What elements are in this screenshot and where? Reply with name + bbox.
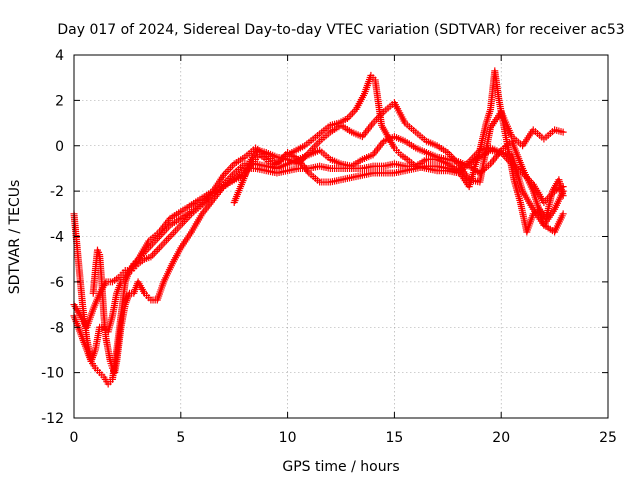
y-tick-label: -12 [41, 411, 64, 427]
axis-ticks [73, 54, 609, 419]
data-point [152, 247, 160, 255]
data-point [347, 111, 355, 119]
data-point [559, 210, 567, 218]
data-points [70, 67, 567, 388]
tick-labels: 0 5 10 15 20 25 -12 -10 -8 -6 -4 -2 0 2 4 [41, 48, 617, 446]
x-tick-label: 20 [492, 430, 510, 446]
y-tick-label: 2 [55, 93, 64, 109]
data-point [349, 109, 357, 117]
series-track-d [89, 99, 567, 377]
data-point [559, 128, 567, 136]
data-point [559, 192, 567, 200]
series-track-c [70, 133, 567, 331]
y-tick-label: 0 [55, 139, 64, 155]
x-tick-label: 10 [279, 430, 297, 446]
x-tick-label: 5 [176, 430, 185, 446]
y-tick-label: -10 [41, 366, 64, 382]
y-tick-label: -4 [50, 230, 64, 246]
chart-title: Day 017 of 2024, Sidereal Day-to-day VTE… [57, 22, 624, 38]
x-axis-label: GPS time / hours [282, 459, 399, 475]
y-tick-label: -6 [50, 275, 64, 291]
x-tick-label: 15 [385, 430, 403, 446]
y-axis-label: SDTVAR / TECUs [7, 180, 23, 295]
data-point [150, 249, 158, 257]
x-tick-label: 0 [70, 430, 79, 446]
grid-lines [73, 54, 609, 419]
y-tick-label: -8 [50, 320, 64, 336]
data-point [154, 246, 162, 254]
series-track-a [70, 146, 567, 388]
y-tick-label: 4 [55, 48, 64, 64]
series-track-e [230, 67, 567, 236]
y-tick-label: -2 [50, 184, 64, 200]
x-tick-label: 25 [599, 430, 617, 446]
